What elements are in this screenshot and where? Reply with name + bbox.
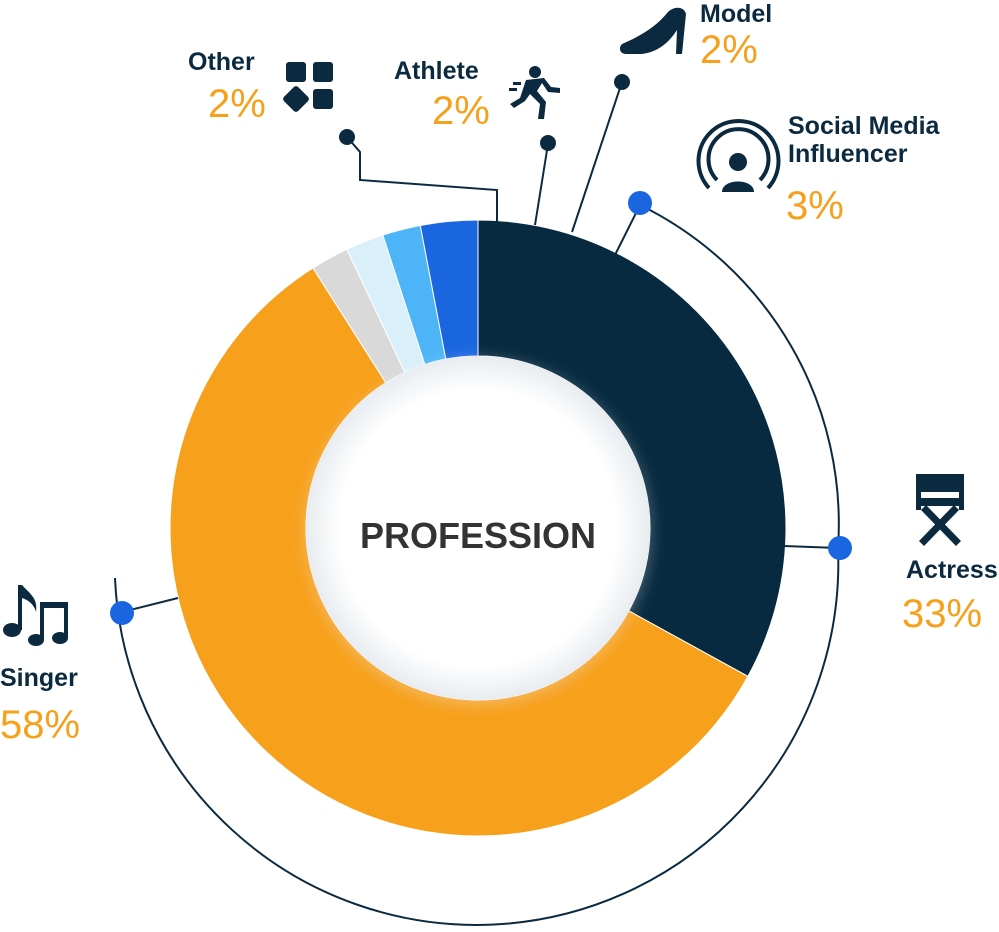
donut-slices bbox=[169, 219, 787, 837]
music-notes-icon bbox=[3, 585, 68, 646]
donut-hole bbox=[306, 356, 650, 700]
label-influencer: Social Media Influencer bbox=[788, 112, 940, 168]
leader-singer-arc bbox=[114, 547, 840, 926]
label-actress: Actress bbox=[906, 556, 998, 584]
running-person-icon bbox=[509, 66, 560, 119]
dot-singer bbox=[110, 601, 134, 625]
percent-singer: 58% bbox=[0, 703, 81, 747]
dot-model bbox=[614, 74, 630, 90]
leader-actress-arc bbox=[639, 204, 840, 549]
chart-title: PROFESSION bbox=[360, 515, 596, 556]
leader-athlete bbox=[534, 143, 549, 226]
leader-model bbox=[571, 81, 623, 233]
category-grid-icon bbox=[283, 62, 333, 112]
influencer-broadcast-icon bbox=[696, 118, 781, 192]
label-other: Other bbox=[188, 48, 255, 76]
label-singer: Singer bbox=[0, 664, 78, 692]
percent-model: 2% bbox=[700, 28, 758, 72]
leader-other bbox=[346, 136, 498, 222]
dot-actress bbox=[628, 191, 652, 215]
leader-lines bbox=[114, 81, 840, 926]
percent-other: 2% bbox=[208, 82, 266, 126]
label-model: Model bbox=[700, 0, 773, 28]
directors-chair-icon bbox=[916, 474, 964, 546]
leader-dots bbox=[110, 74, 852, 625]
percent-athlete: 2% bbox=[432, 89, 490, 133]
percent-actress: 33% bbox=[902, 592, 983, 636]
dot-actress-side bbox=[828, 536, 852, 560]
percent-influencer: 3% bbox=[786, 184, 844, 228]
high-heel-icon bbox=[619, 7, 686, 55]
dot-athlete bbox=[540, 135, 556, 151]
label-athlete: Athlete bbox=[394, 57, 479, 85]
dot-other bbox=[339, 129, 355, 145]
